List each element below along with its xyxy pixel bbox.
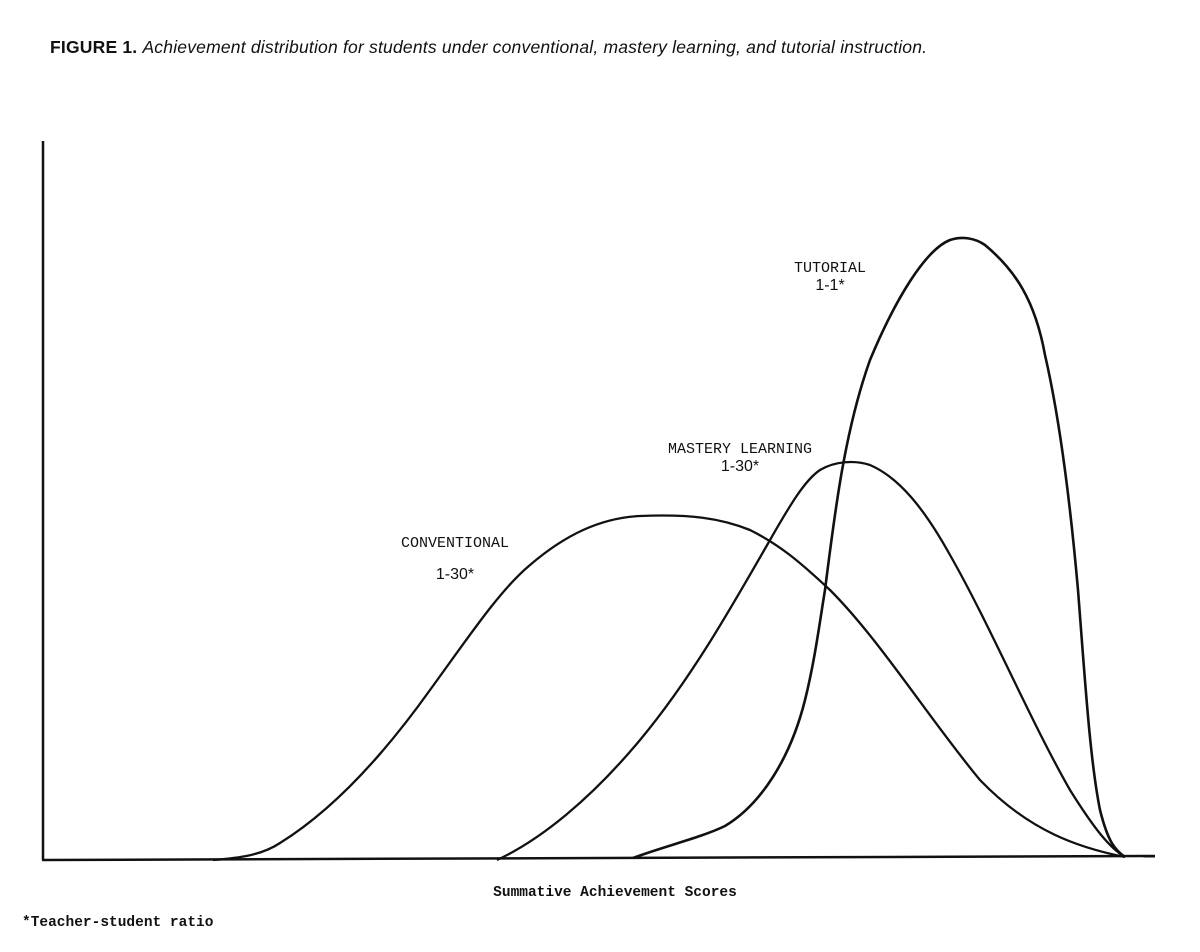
label-mastery-learning-ratio: 1-30* [720, 458, 760, 475]
label-tutorial-ratio: 1-1* [815, 277, 845, 294]
curve-conventional [212, 514, 1126, 862]
figure-label: FIGURE 1. [50, 37, 138, 57]
curve-mastery-learning [496, 460, 1126, 862]
label-tutorial-name: TUTORIAL [793, 260, 866, 277]
label-conventional-ratio: 1-30* [435, 566, 475, 583]
label-tutorial: TUTORIAL 1-1* [770, 260, 890, 295]
x-axis [41, 854, 1156, 862]
curve-tutorial [632, 236, 1126, 860]
figure-caption: FIGURE 1. Achievement distribution for s… [50, 37, 1160, 58]
label-conventional: CONVENTIONAL 1-30* [370, 535, 540, 584]
label-mastery-learning-name: MASTERY LEARNING [667, 441, 813, 458]
label-mastery-learning: MASTERY LEARNING 1-30* [640, 441, 840, 476]
footnote: *Teacher-student ratio [22, 915, 214, 931]
x-axis-label: Summative Achievement Scores [493, 885, 737, 901]
label-conventional-name: CONVENTIONAL [400, 535, 510, 552]
figure-caption-text: Achievement distribution for students un… [142, 37, 928, 57]
